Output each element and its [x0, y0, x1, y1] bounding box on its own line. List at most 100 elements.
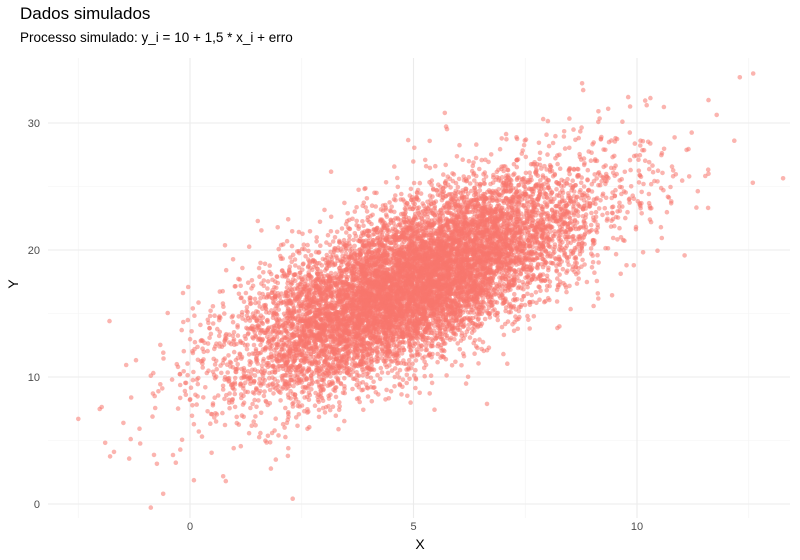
data-point	[552, 244, 558, 250]
data-point	[243, 290, 249, 296]
data-point	[504, 137, 509, 142]
data-point	[545, 152, 550, 157]
data-point	[471, 160, 476, 165]
data-point	[596, 109, 601, 114]
data-point	[325, 232, 331, 238]
data-point	[555, 161, 560, 167]
data-point	[258, 430, 263, 436]
data-point	[158, 382, 163, 387]
data-point	[265, 433, 271, 439]
data-point	[342, 200, 347, 206]
data-point	[615, 237, 620, 242]
data-point	[314, 235, 320, 240]
data-point	[511, 297, 516, 303]
data-point	[301, 389, 306, 394]
data-point	[447, 176, 453, 182]
data-point	[374, 190, 379, 196]
data-point	[161, 356, 166, 361]
data-point	[287, 264, 293, 270]
data-point	[246, 331, 251, 336]
data-point	[244, 346, 250, 352]
data-point	[636, 168, 642, 173]
data-point	[316, 407, 322, 413]
data-point	[592, 270, 597, 276]
data-point	[472, 178, 477, 183]
data-point	[233, 284, 238, 289]
data-point	[428, 373, 434, 379]
data-point	[659, 235, 665, 241]
data-point	[278, 300, 284, 306]
data-point	[229, 314, 235, 320]
data-point	[650, 163, 655, 168]
data-point	[561, 134, 567, 139]
data-point	[646, 166, 652, 172]
data-point	[548, 229, 553, 234]
data-point	[379, 370, 385, 375]
data-point	[641, 181, 646, 187]
data-point	[419, 215, 425, 221]
data-point	[207, 326, 212, 331]
data-point	[383, 362, 388, 368]
data-point	[430, 194, 435, 199]
data-point	[151, 452, 157, 458]
data-point	[377, 376, 383, 382]
data-point	[211, 356, 216, 362]
data-point	[371, 379, 376, 385]
data-point	[333, 394, 339, 400]
data-point	[499, 324, 505, 330]
data-point	[568, 306, 573, 312]
data-point	[371, 385, 376, 391]
data-point	[148, 373, 154, 379]
data-point	[185, 372, 190, 378]
data-point	[257, 274, 262, 280]
data-point	[137, 441, 143, 446]
data-point	[628, 167, 633, 173]
data-point	[177, 395, 183, 401]
data-point	[555, 276, 560, 281]
data-point	[631, 263, 637, 268]
data-point	[170, 452, 176, 458]
data-point	[339, 226, 345, 231]
data-point	[522, 302, 528, 308]
data-point	[283, 405, 288, 411]
data-point	[567, 116, 572, 121]
data-point	[282, 425, 287, 430]
data-point	[179, 437, 185, 443]
data-point	[410, 361, 415, 367]
data-point	[658, 224, 664, 230]
data-point	[350, 386, 355, 392]
data-point	[248, 405, 253, 411]
data-point	[258, 410, 264, 416]
data-point	[345, 211, 351, 216]
data-point	[622, 238, 627, 243]
data-point	[389, 368, 395, 373]
data-point	[306, 248, 311, 254]
data-point	[256, 398, 261, 403]
data-point	[661, 187, 666, 193]
data-point	[557, 166, 563, 171]
data-point	[364, 209, 370, 214]
data-point	[413, 385, 418, 391]
data-point	[427, 138, 433, 144]
data-point	[566, 262, 571, 268]
data-point	[404, 380, 410, 386]
data-point	[273, 457, 279, 462]
data-point	[596, 182, 601, 188]
data-point	[466, 322, 472, 327]
data-point	[407, 376, 412, 382]
data-point	[585, 167, 591, 173]
data-point	[322, 410, 328, 415]
data-point	[267, 440, 273, 445]
data-point	[185, 317, 191, 323]
data-point	[429, 380, 435, 386]
data-point	[389, 204, 395, 209]
data-point	[546, 267, 551, 273]
data-point	[505, 361, 510, 367]
data-point	[672, 135, 677, 140]
data-point	[241, 299, 247, 305]
data-point	[383, 180, 389, 185]
data-point	[640, 147, 645, 153]
data-point	[185, 361, 190, 366]
data-point	[210, 403, 216, 408]
data-point	[252, 296, 258, 302]
